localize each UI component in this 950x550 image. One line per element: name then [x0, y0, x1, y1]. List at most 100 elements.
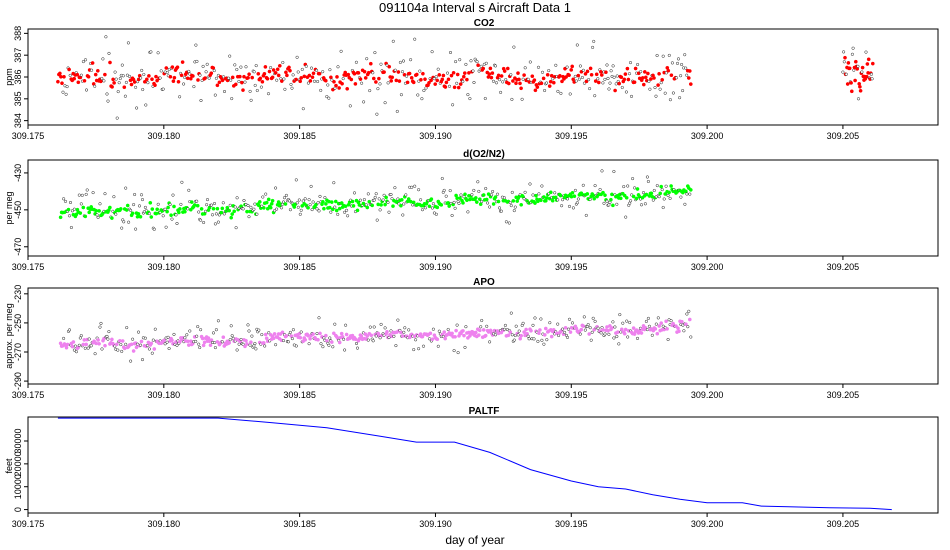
data-point: [164, 225, 168, 229]
data-point: [246, 323, 250, 327]
data-point: [458, 196, 462, 200]
data-point: [379, 62, 383, 66]
data-point: [496, 73, 501, 78]
data-point: [553, 191, 557, 195]
data-point: [593, 319, 597, 323]
data-point: [117, 81, 121, 85]
data-point: [240, 80, 244, 85]
data-point: [166, 205, 170, 210]
data-point: [318, 331, 322, 336]
data-point: [329, 75, 333, 80]
data-point: [406, 197, 411, 201]
data-point: [329, 200, 334, 204]
data-point: [249, 340, 253, 345]
data-point: [172, 332, 176, 336]
data-point: [192, 85, 196, 89]
data-point: [249, 98, 253, 102]
data-point: [421, 71, 425, 76]
data-point: [297, 198, 301, 202]
data-point: [81, 205, 86, 210]
data-point: [249, 205, 253, 209]
data-point: [666, 193, 670, 198]
data-point: [849, 89, 854, 94]
data-point: [114, 212, 118, 216]
data-point: [472, 188, 476, 192]
data-point: [473, 196, 478, 200]
data-point: [311, 200, 315, 204]
data-point: [646, 71, 650, 76]
data-point: [639, 331, 644, 335]
data-point: [536, 339, 540, 343]
data-point: [148, 200, 153, 205]
data-point: [370, 203, 375, 208]
data-point: [592, 327, 597, 332]
data-point: [348, 104, 352, 108]
data-point: [344, 332, 349, 337]
data-point: [591, 45, 595, 49]
data-point: [298, 79, 303, 84]
data-point: [59, 74, 63, 79]
data-point: [102, 79, 106, 83]
data-point: [864, 50, 868, 54]
data-point: [274, 186, 278, 190]
data-point: [235, 67, 239, 72]
data-point: [124, 342, 128, 346]
data-point: [529, 328, 533, 333]
data-point: [405, 74, 409, 78]
data-point: [409, 75, 414, 80]
data-point: [680, 319, 684, 324]
x-tick-label: 309.175: [12, 131, 45, 141]
data-point: [602, 201, 606, 205]
x-tick-label: 309.185: [283, 519, 316, 529]
data-point: [275, 78, 279, 82]
data-point: [310, 208, 314, 212]
data-point: [628, 320, 632, 325]
data-point: [253, 83, 257, 87]
data-point: [171, 79, 176, 84]
data-point: [522, 330, 526, 334]
data-point: [346, 72, 351, 77]
data-point: [480, 318, 484, 323]
data-point: [462, 71, 467, 75]
data-point: [632, 80, 637, 85]
data-point: [615, 334, 619, 339]
data-point: [635, 187, 640, 191]
data-point: [498, 78, 502, 82]
data-point: [461, 201, 465, 205]
data-point: [127, 220, 131, 224]
data-point: [230, 334, 234, 338]
data-point: [205, 62, 209, 66]
data-point: [212, 69, 216, 73]
data-point: [622, 77, 627, 82]
data-point: [596, 80, 601, 85]
data-point: [269, 201, 274, 206]
x-tick-label: 309.200: [691, 390, 724, 400]
data-point: [165, 70, 169, 74]
data-point: [645, 175, 649, 179]
data-point: [511, 79, 515, 83]
data-point: [149, 50, 153, 54]
data-point: [281, 60, 285, 65]
data-point: [573, 74, 577, 78]
data-point: [430, 206, 434, 210]
data-point: [499, 90, 503, 94]
data-point: [329, 210, 333, 214]
data-point: [358, 77, 363, 81]
data-point: [204, 209, 208, 213]
data-point: [58, 71, 62, 76]
data-point: [576, 197, 580, 201]
data-point: [273, 70, 278, 75]
data-point: [399, 330, 403, 335]
data-point: [656, 316, 660, 320]
data-point: [351, 204, 356, 208]
data-point: [67, 328, 72, 332]
data-point: [587, 332, 592, 336]
data-point: [261, 195, 265, 199]
data-point: [369, 333, 374, 338]
data-point: [72, 207, 76, 211]
data-point: [110, 216, 114, 220]
data-point: [531, 323, 535, 327]
data-point: [287, 65, 291, 70]
data-point: [625, 319, 629, 323]
data-point: [138, 343, 143, 347]
